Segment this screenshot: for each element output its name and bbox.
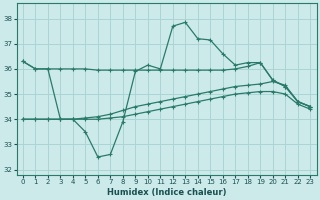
X-axis label: Humidex (Indice chaleur): Humidex (Indice chaleur) <box>107 188 226 197</box>
